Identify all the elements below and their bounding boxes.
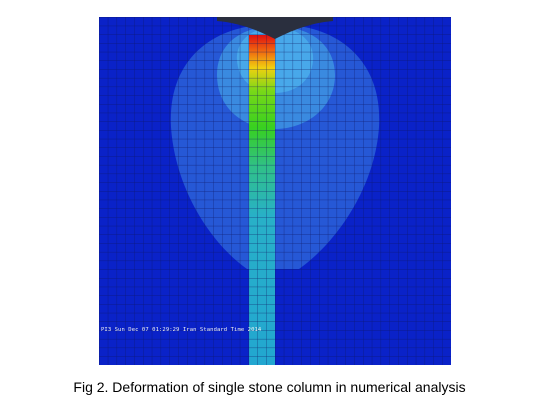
rigid-indenter <box>217 17 333 39</box>
finite-element-mesh <box>99 17 451 365</box>
deformation-contour-svg <box>99 17 451 365</box>
fem-contour-plot: PI3 Sun Dec 07 01:29:29 Iran Standard Ti… <box>99 17 451 365</box>
figure-caption: Fig 2. Deformation of single stone colum… <box>73 379 466 395</box>
solver-timestamp: PI3 Sun Dec 07 01:29:29 Iran Standard Ti… <box>101 327 262 333</box>
